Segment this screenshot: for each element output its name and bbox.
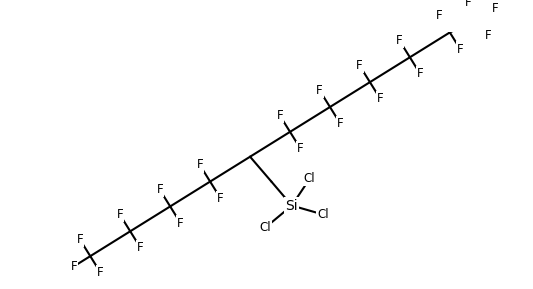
Text: F: F bbox=[137, 241, 144, 254]
Text: F: F bbox=[485, 29, 492, 42]
Text: F: F bbox=[98, 266, 104, 279]
Text: F: F bbox=[277, 109, 283, 122]
Text: F: F bbox=[77, 233, 83, 246]
Text: F: F bbox=[70, 260, 77, 273]
Text: Cl: Cl bbox=[304, 173, 316, 186]
Text: F: F bbox=[217, 192, 224, 205]
Text: F: F bbox=[317, 84, 323, 97]
Text: F: F bbox=[157, 183, 163, 196]
Text: Cl: Cl bbox=[260, 221, 271, 234]
Text: F: F bbox=[177, 216, 184, 229]
Text: F: F bbox=[417, 67, 424, 80]
Text: Si: Si bbox=[286, 199, 298, 212]
Text: F: F bbox=[377, 92, 384, 105]
Text: F: F bbox=[197, 158, 203, 171]
Text: F: F bbox=[491, 2, 498, 15]
Text: F: F bbox=[436, 9, 443, 22]
Text: F: F bbox=[465, 0, 471, 9]
Text: F: F bbox=[337, 117, 344, 130]
Text: F: F bbox=[117, 208, 123, 221]
Text: F: F bbox=[297, 142, 304, 155]
Text: F: F bbox=[457, 42, 464, 55]
Text: F: F bbox=[396, 34, 403, 47]
Text: Cl: Cl bbox=[317, 208, 329, 221]
Text: F: F bbox=[356, 59, 363, 72]
